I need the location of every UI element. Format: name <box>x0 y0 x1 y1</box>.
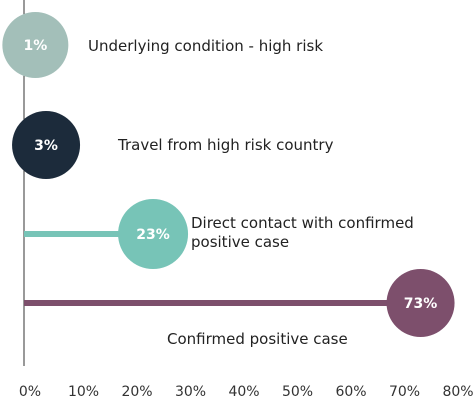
value-label: 73% <box>404 296 438 312</box>
lollipop-head <box>386 269 455 337</box>
x-tick-label: 10% <box>68 384 99 400</box>
category-label: Travel from high risk country <box>118 136 334 154</box>
value-label: 1% <box>23 38 47 54</box>
value-label: 23% <box>136 227 170 243</box>
value-label: 3% <box>34 138 58 154</box>
bar <box>24 231 154 237</box>
lollipop-head <box>118 199 189 269</box>
bar <box>24 300 421 306</box>
lollipop-head <box>12 111 81 179</box>
x-tick-label: 80% <box>442 384 473 400</box>
category-label: Underlying condition - high risk <box>88 37 324 55</box>
category-label: Direct contact with confirmed positive c… <box>191 214 414 251</box>
category-label: Confirmed positive case <box>167 330 348 348</box>
x-tick-label: 20% <box>121 384 152 400</box>
x-tick-label: 50% <box>282 384 313 400</box>
x-tick-label: 30% <box>175 384 206 400</box>
x-tick-label: 0% <box>19 384 41 400</box>
x-tick-label: 60% <box>335 384 366 400</box>
x-tick-label: 40% <box>228 384 259 400</box>
lollipop-head <box>2 12 69 78</box>
x-tick-label: 70% <box>389 384 420 400</box>
